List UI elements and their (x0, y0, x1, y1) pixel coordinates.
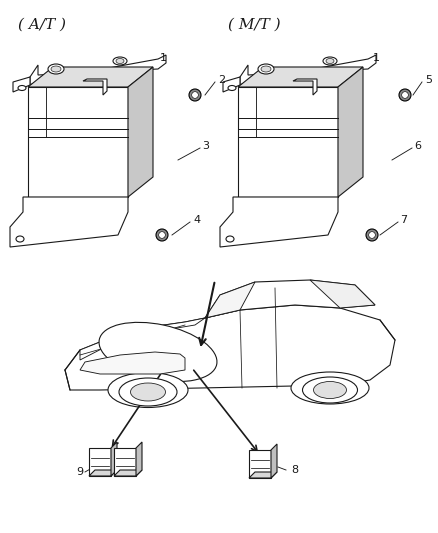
Polygon shape (136, 442, 142, 476)
Polygon shape (220, 197, 338, 247)
Ellipse shape (116, 59, 124, 63)
Ellipse shape (108, 373, 188, 408)
Ellipse shape (303, 377, 357, 403)
Polygon shape (28, 67, 153, 87)
Polygon shape (114, 470, 142, 476)
Ellipse shape (228, 85, 236, 91)
Ellipse shape (323, 57, 337, 65)
Ellipse shape (131, 383, 166, 401)
Circle shape (192, 92, 198, 98)
Ellipse shape (258, 64, 274, 74)
Polygon shape (249, 450, 271, 478)
Text: 8: 8 (291, 465, 299, 475)
Ellipse shape (113, 57, 127, 65)
Polygon shape (89, 470, 117, 476)
Polygon shape (205, 282, 255, 318)
Polygon shape (13, 77, 30, 92)
Circle shape (189, 89, 201, 101)
Polygon shape (111, 442, 117, 476)
Ellipse shape (18, 85, 26, 91)
Circle shape (399, 89, 411, 101)
Text: 1: 1 (160, 53, 167, 63)
Text: 4: 4 (193, 215, 200, 225)
Text: 9: 9 (77, 467, 84, 477)
Text: 7: 7 (400, 215, 407, 225)
Ellipse shape (326, 59, 334, 63)
Polygon shape (114, 448, 136, 476)
Polygon shape (80, 318, 205, 360)
Ellipse shape (16, 236, 24, 242)
Ellipse shape (261, 66, 271, 72)
Polygon shape (65, 305, 395, 390)
Polygon shape (128, 67, 153, 197)
Polygon shape (271, 444, 277, 478)
Text: 3: 3 (202, 141, 209, 151)
Text: 1: 1 (373, 53, 380, 63)
Text: 2: 2 (218, 75, 225, 85)
Ellipse shape (48, 64, 64, 74)
Ellipse shape (226, 236, 234, 242)
Text: ( M/T ): ( M/T ) (228, 18, 281, 32)
Ellipse shape (119, 378, 177, 406)
Polygon shape (240, 55, 376, 85)
Ellipse shape (99, 322, 217, 382)
Polygon shape (10, 197, 128, 247)
Polygon shape (310, 280, 375, 308)
Polygon shape (83, 79, 107, 95)
Polygon shape (80, 352, 185, 374)
Polygon shape (30, 55, 166, 85)
Circle shape (156, 229, 168, 241)
Polygon shape (338, 67, 363, 197)
Ellipse shape (314, 382, 346, 399)
Polygon shape (28, 87, 128, 197)
Polygon shape (89, 448, 111, 476)
Polygon shape (249, 472, 277, 478)
Circle shape (369, 232, 375, 238)
Text: 6: 6 (414, 141, 421, 151)
Polygon shape (205, 280, 375, 318)
Ellipse shape (51, 66, 61, 72)
Circle shape (159, 232, 165, 238)
Polygon shape (238, 87, 338, 197)
Text: ( A/T ): ( A/T ) (18, 18, 66, 32)
Circle shape (402, 92, 408, 98)
Polygon shape (238, 67, 363, 87)
Circle shape (366, 229, 378, 241)
Polygon shape (293, 79, 317, 95)
Ellipse shape (291, 372, 369, 404)
Polygon shape (223, 77, 240, 92)
Text: 5: 5 (425, 75, 432, 85)
